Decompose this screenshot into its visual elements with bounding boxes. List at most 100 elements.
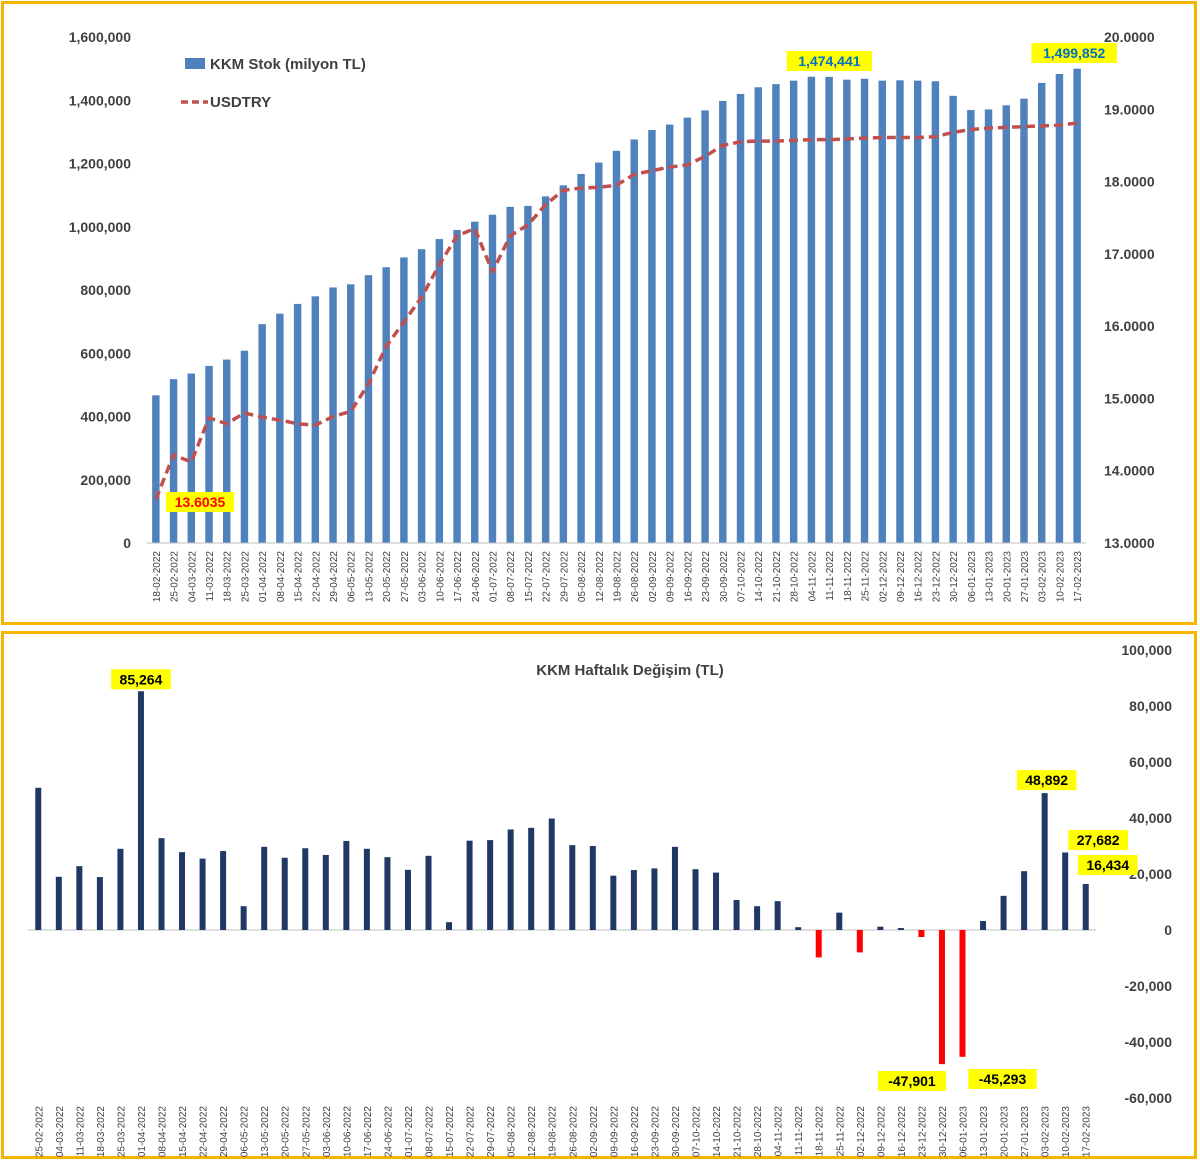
annotation-weekly-bg [1077,855,1138,875]
stock-bar [843,79,851,543]
right-axis-tick: 20,000 [1129,866,1172,882]
right-axis-tick: 13.0000 [1104,535,1155,551]
weekly-bar [240,906,247,930]
weekly-bar [630,870,637,930]
weekly-bar [404,869,411,930]
x-axis-tick: 18-03-2022 [96,1106,107,1158]
x-axis-tick: 25-11-2022 [861,551,872,602]
weekly-bar [856,930,863,953]
x-axis-tick: 18-11-2022 [843,551,854,602]
stock-bar [276,313,284,543]
x-axis-tick: 08-07-2022 [425,1106,436,1158]
x-axis-tick: 01-07-2022 [488,551,499,603]
left-axis-tick: 800,000 [80,282,131,298]
annotation-weekly: 16,434 [1086,857,1129,873]
stock-bar [417,249,426,544]
weekly-bar [651,868,658,930]
x-axis-tick: 09-12-2022 [896,551,907,603]
stock-bar [1055,74,1064,543]
stock-bar [754,87,762,543]
x-axis-tick: 21-10-2022 [733,1106,744,1158]
x-axis-tick: 17-02-2023 [1082,1106,1093,1158]
stock-bar [169,379,178,543]
left-axis-tick: 1,000,000 [69,219,131,235]
x-axis-tick: 11-11-2022 [794,1106,805,1156]
right-axis-tick: -40,000 [1125,1034,1173,1050]
x-axis-tick: 22-07-2022 [466,1106,477,1158]
stock-bar [719,100,727,543]
stock-bar [471,221,479,543]
x-axis-tick: 30-09-2022 [671,1106,682,1158]
x-axis-tick: 08-07-2022 [506,551,517,603]
right-axis-tick: 80,000 [1129,698,1172,714]
weekly-bar [261,846,268,930]
x-axis-tick: 03-06-2022 [322,1106,333,1158]
weekly-bar [897,928,904,930]
stock-bar [736,93,745,544]
stock-bar [612,150,621,543]
stock-bar [541,196,550,543]
x-axis-tick: 02-09-2022 [589,1106,600,1158]
weekly-bar [158,838,165,930]
stock-bar [931,81,940,544]
stock-bar [772,84,780,543]
stock-bar [488,214,497,544]
x-axis-tick: 28-10-2022 [753,1106,764,1158]
stock-bar [701,110,709,544]
x-axis-tick: 25-03-2022 [116,1106,127,1158]
x-axis-tick: 18-02-2022 [152,551,163,603]
right-axis-tick: 100,000 [1121,642,1172,658]
left-axis-tick: 1,400,000 [69,92,131,108]
stock-bar [435,239,444,544]
weekly-bar [466,840,473,930]
stock-bar [347,284,355,543]
stock-bar [559,185,568,544]
x-axis-tick: 04-03-2022 [187,551,198,603]
left-axis-tick: 400,000 [80,409,131,425]
weekly-bar [220,851,227,930]
x-axis-tick: 11-11-2022 [825,551,836,601]
x-axis-tick: 29-04-2022 [219,1106,230,1158]
x-axis-tick: 25-03-2022 [240,551,251,603]
weekly-bar [343,840,350,930]
stock-bar [152,395,160,543]
x-axis-tick: 20-01-2023 [1002,551,1013,603]
x-axis-tick: 04-11-2022 [807,551,818,602]
x-axis-tick: 03-06-2022 [418,551,429,603]
stock-bar [1020,98,1028,543]
x-axis-tick: 17-06-2022 [453,551,464,603]
weekly-bar [918,930,925,937]
x-axis-tick: 11-03-2022 [75,1106,86,1157]
stock-bar [967,110,975,544]
x-axis-tick: 25-11-2022 [835,1106,846,1157]
x-axis-tick: 20-05-2022 [382,551,393,603]
x-axis-tick: 18-03-2022 [223,551,234,603]
annotation-weekly: 48,892 [1025,772,1068,788]
weekly-bar [980,921,987,930]
x-axis-tick: 23-09-2022 [650,1106,661,1158]
x-axis-tick: 09-12-2022 [876,1106,887,1158]
x-axis-tick: 09-09-2022 [609,1106,620,1158]
x-axis-tick: 15-04-2022 [178,1106,189,1158]
x-axis-tick: 29-04-2022 [329,551,340,603]
x-axis-tick: 27-01-2023 [1020,1106,1031,1158]
x-axis-tick: 07-10-2022 [692,1106,703,1158]
right-axis-tick: 15.0000 [1104,390,1155,406]
stock-bar [949,95,957,543]
x-axis-tick: 21-10-2022 [772,551,783,603]
x-axis-tick: 26-08-2022 [630,551,641,603]
weekly-bar [692,869,699,930]
x-axis-tick: 06-01-2023 [959,1106,970,1158]
left-axis-tick: 1,200,000 [69,156,131,172]
right-axis-tick: 14.0000 [1104,463,1155,479]
stock-bar [1073,68,1081,543]
weekly-bar [425,855,432,930]
stock-bar [825,76,833,543]
weekly-bar [302,848,309,930]
annotation-stock-peak: 1,474,441 [798,53,860,69]
left-axis-tick: 1,600,000 [69,29,131,45]
x-axis-tick: 27-05-2022 [301,1106,312,1158]
x-axis-tick: 16-12-2022 [914,551,925,603]
x-axis-tick: 20-01-2023 [1000,1106,1011,1158]
